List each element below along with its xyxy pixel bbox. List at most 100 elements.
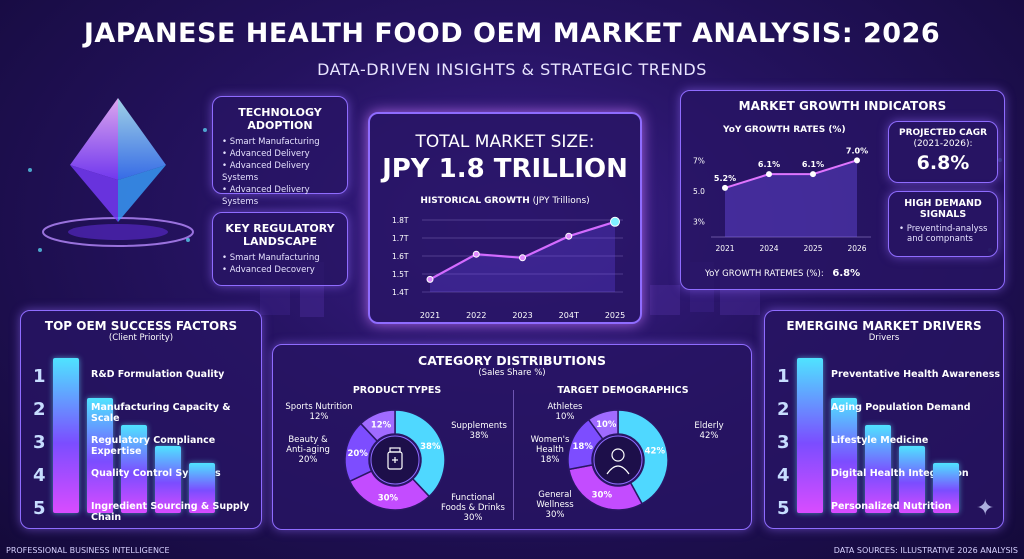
x-tick-label: 2026 <box>847 244 866 253</box>
donut-slice <box>359 409 396 443</box>
x-tick-label: 2021 <box>715 244 734 253</box>
sparkle-icon: ✦ <box>976 496 995 521</box>
technology-adoption-panel: TECHNOLOGY ADOPTION • Smart Manufacturin… <box>212 96 348 207</box>
technology-item: • Smart Manufacturing <box>222 137 320 147</box>
y-tick-label: 5.0 <box>693 187 705 196</box>
slice-label: 12% <box>371 421 392 431</box>
historical-point <box>519 254 526 262</box>
label-general-wellness: General Wellness 30% <box>536 490 574 520</box>
regulatory-title-line1: KEY REGULATORY <box>225 222 335 235</box>
market-size-panel: TOTAL MARKET SIZE: JPY 1.8 TRILLION HIST… <box>368 112 642 324</box>
yoy-point <box>722 184 728 191</box>
target-demographics-title: TARGET DEMOGRAPHICS <box>557 385 689 396</box>
donut-slice <box>617 409 669 505</box>
slice-label: 30% <box>592 490 613 500</box>
regulatory-list: • Smart Manufacturing • Advanced Decovery <box>222 252 347 276</box>
target-demographics-donut: 42% 30% 18% 10% <box>567 409 669 511</box>
demand-item: • Preventind-analyss <box>899 224 988 234</box>
oem-factors-title: TOP OEM SUCCESS FACTORS <box>44 319 238 333</box>
supplement-bottle-icon <box>387 447 403 470</box>
categories-subtitle: (Sales Share %) <box>478 368 546 378</box>
oem-factor-bar <box>53 358 79 513</box>
driver-label: Digital Health Integration <box>831 468 969 479</box>
data-label: 6.1% <box>758 160 780 169</box>
oem-factor-rank: 2 <box>33 399 46 420</box>
historical-point <box>472 250 480 258</box>
historical-point <box>610 216 620 227</box>
driver-rank: 3 <box>777 432 790 453</box>
technology-title-line2: ADOPTION <box>247 119 313 132</box>
donut-center <box>593 435 643 485</box>
yoy-footer-value: 6.8% <box>832 268 861 279</box>
regulatory-item: • Advanced Decovery <box>222 265 315 275</box>
driver-label: Personalized Nutrition <box>831 501 952 512</box>
oem-factor-bar <box>121 424 147 513</box>
divider <box>513 390 514 520</box>
driver-rank: 4 <box>777 465 790 486</box>
oem-factor-rank: 1 <box>33 366 46 387</box>
cagr-title-line2: (2021-2026): <box>913 139 973 149</box>
oem-success-factors-panel: TOP OEM SUCCESS FACTORS (Client Priority… <box>20 310 262 529</box>
x-tick-label: 204T <box>559 311 579 320</box>
yoy-point <box>766 171 772 178</box>
regulatory-title-line2: LANDSCAPE <box>243 235 317 248</box>
data-label: 5.2% <box>714 174 736 183</box>
yoy-chart-title: YoY GROWTH RATES (%) <box>723 125 846 135</box>
cagr-box: PROJECTED CAGR (2021-2026): 6.8% <box>888 121 998 183</box>
oem-factor-label: Ingredient Sourcing & Supply Chain <box>91 501 250 523</box>
category-distributions-panel: CATEGORY DISTRIBUTIONS (Sales Share %) P… <box>272 344 752 530</box>
label-sports-nutrition: Sports Nutrition 12% <box>285 402 353 422</box>
demand-title-line2: SIGNALS <box>919 209 967 220</box>
oem-factors-chart: 1 R&D Formulation Quality 2 Manufacturing C… <box>21 311 261 528</box>
slice-label: 10% <box>596 420 617 430</box>
donut-slice <box>587 409 619 441</box>
technology-list: • Smart Manufacturing • Advanced Delivery… <box>222 136 347 208</box>
x-tick-label: 2025 <box>803 244 822 253</box>
data-label: 7.0% <box>846 146 868 155</box>
yoy-footer-label: YoY GROWTH RATEMES (%): <box>705 269 824 279</box>
data-label: 6.1% <box>802 160 824 169</box>
label-supplements: Supplements 38% <box>451 421 507 441</box>
driver-rank: 5 <box>777 498 790 519</box>
drivers-title: EMERGING MARKET DRIVERS <box>786 319 982 333</box>
driver-bar <box>831 398 857 513</box>
historical-growth-chart: 1.4T 1.5T 1.6T 1.7T 1.8T 2021 2022 2023 204T 2025 <box>392 216 625 320</box>
historical-chart-title: HISTORICAL GROWTH <box>420 196 530 206</box>
x-tick-label: 2023 <box>512 311 532 320</box>
y-tick-label: 1.6T <box>392 252 409 261</box>
slice-label: 38% <box>420 442 441 452</box>
technology-item: • Advanced Delivery <box>222 149 310 159</box>
yoy-area <box>725 160 857 237</box>
product-types-title: PRODUCT TYPES <box>352 385 442 396</box>
technology-item: • Advanced Delivery Systems <box>222 185 310 207</box>
demand-signals-box: HIGH DEMAND SIGNALS • Preventind-analyss… <box>888 191 998 257</box>
yoy-growth-chart: 3% 5.0 7% 5.2% 2021 6.1% 2024 6.1% 2025 7.0% 2026 <box>693 146 871 253</box>
regulatory-item: • Smart Manufacturing <box>222 253 320 263</box>
driver-label: Lifestyle Medicine <box>831 435 929 446</box>
demand-item: and compnants <box>907 234 973 244</box>
driver-bar <box>865 424 891 513</box>
label-athletes: Athletes 10% <box>547 402 583 422</box>
driver-rank: 1 <box>777 366 790 387</box>
crystal-pyramid-icon <box>42 98 194 247</box>
driver-label: Aging Population Demand <box>831 402 971 413</box>
demand-title-line1: HIGH DEMAND <box>904 198 982 209</box>
label-womens-health: Women's Health 18% <box>530 435 570 465</box>
regulatory-landscape-panel: KEY REGULATORY LANDSCAPE • Smart Manufac… <box>212 212 348 286</box>
oem-factor-bar <box>189 463 215 513</box>
label-beauty-anti-aging: Beauty & Anti-aging 20% <box>286 435 330 465</box>
label-elderly: Elderly 42% <box>694 421 724 441</box>
y-tick-label: 7% <box>693 156 705 165</box>
oem-factor-bar <box>155 446 181 513</box>
slice-label: 30% <box>378 493 399 503</box>
historical-point <box>426 275 434 283</box>
slice-label: 20% <box>347 449 368 459</box>
slice-label: 18% <box>572 442 593 452</box>
x-tick-label: 2021 <box>420 311 440 320</box>
x-tick-label: 2022 <box>466 311 486 320</box>
oem-factor-rank: 4 <box>33 465 46 486</box>
page-subtitle: DATA-DRIVEN INSIGHTS & STRATEGIC TRENDS <box>317 60 707 79</box>
label-functional-foods: Functional Foods & Drinks 30% <box>441 493 505 523</box>
technology-title-line1: TECHNOLOGY <box>238 106 322 119</box>
oem-factor-label: R&D Formulation Quality <box>91 369 225 380</box>
